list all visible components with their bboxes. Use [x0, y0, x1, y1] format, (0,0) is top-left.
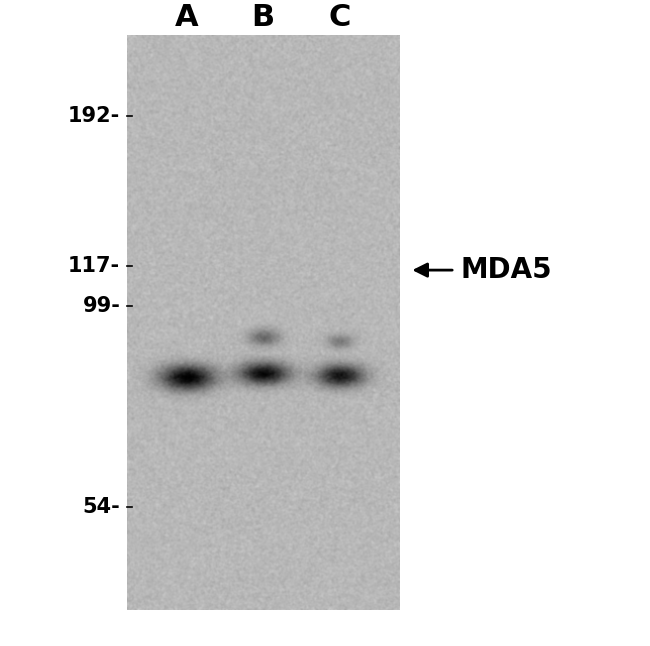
- Text: MDA5: MDA5: [460, 256, 552, 284]
- Text: A: A: [175, 3, 199, 32]
- Text: 99-: 99-: [83, 296, 120, 316]
- Text: 192-: 192-: [68, 106, 120, 126]
- Text: 54-: 54-: [83, 497, 120, 517]
- Text: 117-: 117-: [68, 256, 120, 275]
- Text: B: B: [252, 3, 275, 32]
- Text: C: C: [328, 3, 351, 32]
